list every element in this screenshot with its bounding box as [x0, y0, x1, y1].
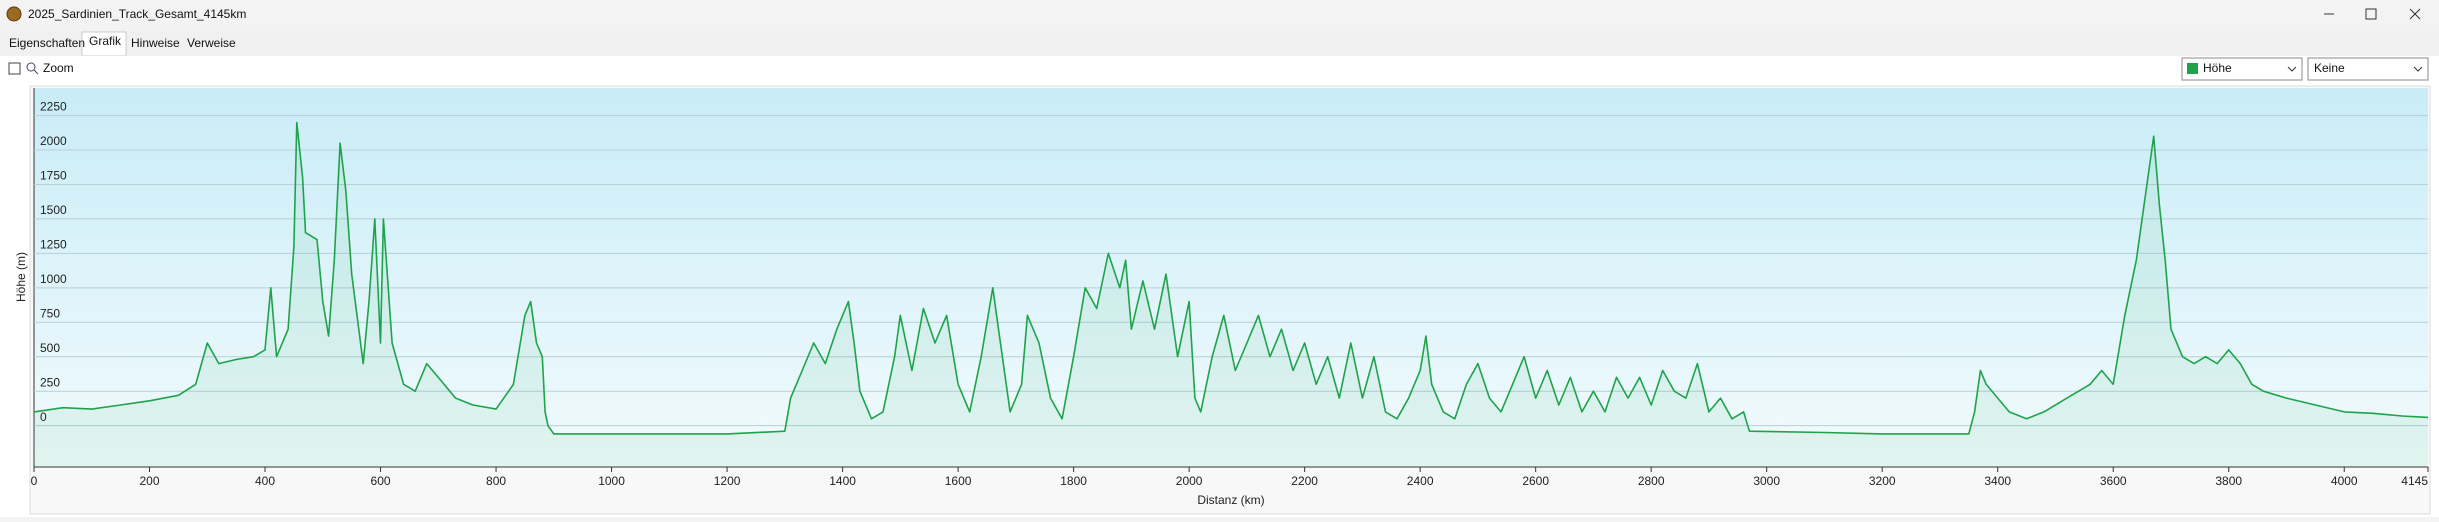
x-tick-label: 3800: [2215, 474, 2242, 488]
x-tick-label: 2600: [1522, 474, 1549, 488]
zoom-label[interactable]: Zoom: [43, 61, 74, 75]
profile-dropdown[interactable]: [2181, 57, 2303, 81]
y-tick-label: 250: [40, 375, 60, 389]
tab-bar: [0, 31, 2439, 55]
x-tick-label: 2200: [1291, 474, 1318, 488]
x-tick-label: 1400: [829, 474, 856, 488]
active-tab[interactable]: [81, 31, 127, 57]
tab[interactable]: Grafik: [89, 34, 122, 48]
x-tick-label: 200: [139, 474, 159, 488]
app-icon: [6, 6, 22, 22]
y-tick-label: 750: [40, 306, 60, 320]
dropdown-arrow: [2287, 66, 2297, 72]
x-tick-label: 0: [31, 474, 38, 488]
x-tick-label: 1800: [1060, 474, 1087, 488]
close-button[interactable]: [2409, 8, 2421, 20]
title-bar: [0, 0, 2439, 30]
x-tick-label: 1600: [945, 474, 972, 488]
y-tick-label: 1750: [40, 169, 67, 183]
tab[interactable]: Eigenschaften: [9, 36, 85, 50]
y-tick-label: 500: [40, 341, 60, 355]
x-tick-label: 3600: [2100, 474, 2127, 488]
x-axis-label: Distanz (km): [1197, 493, 1264, 507]
zoom-icon: [26, 62, 36, 72]
x-tick-label: 4000: [2331, 474, 2358, 488]
x-tick-label: 2000: [1176, 474, 1203, 488]
x-tick-label: 800: [486, 474, 506, 488]
profile-select-value[interactable]: Höhe: [2203, 61, 2232, 75]
profile-swatch: [2187, 63, 2198, 74]
x-tick-label: 1200: [714, 474, 741, 488]
second-select-value[interactable]: Keine: [2314, 61, 2345, 75]
y-tick-label: 0: [40, 410, 47, 424]
y-tick-label: 1000: [40, 272, 67, 286]
x-tick-label: 2800: [1638, 474, 1665, 488]
y-tick-label: 1500: [40, 203, 67, 217]
second-dropdown[interactable]: [2307, 57, 2429, 81]
plot-background: [34, 88, 2428, 467]
x-tick-label: 3200: [1869, 474, 1896, 488]
y-tick-label: 2250: [40, 100, 67, 114]
zoom-icon: [33, 69, 39, 75]
x-tick-label: 3400: [1984, 474, 2011, 488]
elevation-line: [33, 121, 2429, 435]
x-tick-label: 600: [371, 474, 391, 488]
dropdown-arrow: [2413, 66, 2423, 72]
tab[interactable]: Verweise: [187, 36, 236, 50]
tab[interactable]: Hinweise: [131, 36, 180, 50]
x-tick-label: 3000: [1753, 474, 1780, 488]
elevation-area: [34, 122, 2428, 467]
window-title: 2025_Sardinien_Track_Gesamt_4145km: [28, 7, 246, 21]
y-tick-label: 2000: [40, 134, 67, 148]
x-tick-label: 1000: [598, 474, 625, 488]
maximize-button[interactable]: [2365, 8, 2377, 20]
x-tick-label: 2400: [1407, 474, 1434, 488]
y-tick-label: 1250: [40, 238, 67, 252]
x-tick-label: 4145: [2401, 474, 2428, 488]
x-tick-label: 400: [255, 474, 275, 488]
zoom-checkbox[interactable]: [8, 62, 21, 75]
y-axis-label: Höhe (m): [14, 252, 28, 302]
